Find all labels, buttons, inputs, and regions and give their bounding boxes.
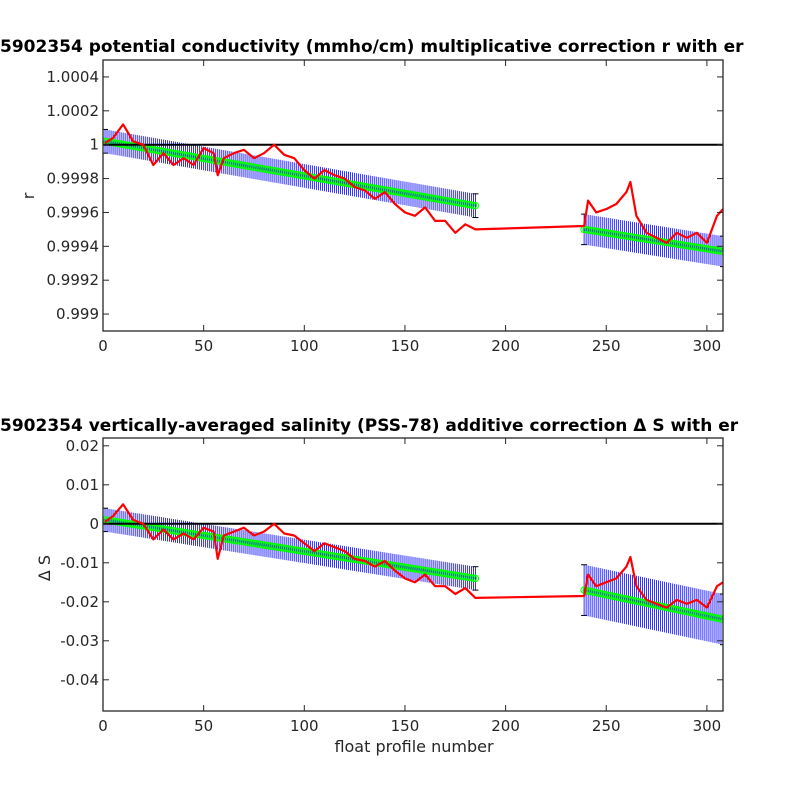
plot-area — [103, 503, 723, 646]
x-tick-label: 50 — [194, 337, 213, 355]
x-tick-label: 100 — [290, 337, 319, 355]
y-tick-label: 0.01 — [66, 476, 99, 494]
y-tick-label: 0.9996 — [47, 203, 100, 221]
fit-marker — [471, 201, 480, 210]
chart-title: 5902354 potential conductivity (mmho/cm)… — [0, 37, 744, 57]
measured-series-line — [104, 503, 723, 609]
y-tick-label: -0.02 — [60, 593, 99, 611]
x-tick-label: 0 — [98, 717, 108, 735]
plot-area — [103, 123, 723, 268]
x-tick-label: 250 — [592, 337, 621, 355]
measured-series-line — [104, 123, 723, 244]
x-tick-label: 150 — [391, 717, 420, 735]
y-tick-label: 1 — [89, 136, 99, 154]
x-tick-label: 150 — [391, 337, 420, 355]
salinity-correction-panel: 5902354 vertically-averaged salinity (PS… — [0, 416, 739, 756]
x-tick-label: 200 — [491, 717, 520, 735]
y-tick-label: -0.03 — [60, 632, 99, 650]
y-tick-label: 0 — [89, 515, 99, 533]
x-tick-label: 250 — [592, 717, 621, 735]
conductivity-correction-panel: 5902354 potential conductivity (mmho/cm)… — [0, 37, 744, 355]
axes-frame — [102, 437, 724, 712]
y-tick-label: 0.02 — [66, 437, 99, 455]
y-tick-label: 1.0002 — [47, 102, 100, 120]
x-tick-label: 300 — [693, 337, 722, 355]
fit-marker — [471, 574, 480, 583]
x-axis-label: float profile number — [334, 737, 494, 756]
x-tick-label: 100 — [290, 717, 319, 735]
y-tick-label: 0.999 — [56, 305, 99, 323]
y-axis-label: r — [19, 192, 38, 199]
x-tick-label: 50 — [194, 717, 213, 735]
y-tick-label: 0.9994 — [47, 237, 100, 255]
chart-title: 5902354 vertically-averaged salinity (PS… — [0, 416, 739, 436]
x-tick-label: 300 — [693, 717, 722, 735]
y-tick-label: 0.9992 — [47, 271, 100, 289]
x-tick-label: 0 — [98, 337, 108, 355]
y-tick-label: -0.04 — [60, 671, 99, 689]
y-axis-label: Δ S — [35, 555, 54, 581]
y-tick-label: 1.0004 — [47, 68, 100, 86]
axes-frame — [102, 59, 724, 332]
y-tick-label: 0.9998 — [47, 170, 100, 188]
y-tick-label: -0.01 — [60, 554, 99, 572]
x-tick-label: 200 — [491, 337, 520, 355]
